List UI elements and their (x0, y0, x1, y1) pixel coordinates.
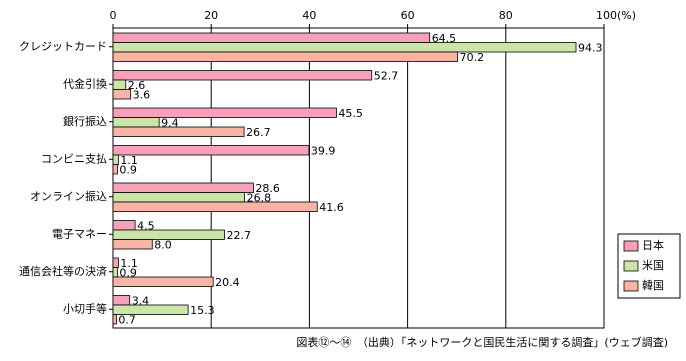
data-label: 20.4 (215, 276, 240, 289)
bar (112, 126, 245, 137)
legend-label: 韓国 (642, 279, 664, 292)
legend-swatch (623, 240, 639, 252)
data-label: 8.0 (154, 238, 172, 251)
y-tick-label: 通信会社等の決済 (19, 264, 107, 278)
y-tick-label: コンビニ支払 (41, 151, 107, 165)
source-note: 図表⑫～⑭ （出典）「ネットワークと国民生活に関する調査」(ウェブ調査) (296, 335, 668, 349)
legend-swatch (623, 260, 639, 272)
data-label: 3.4 (132, 294, 150, 307)
data-label: 28.6 (255, 182, 280, 195)
bar (112, 257, 119, 268)
y-tick-label: クレジットカード (19, 40, 107, 53)
legend-swatch (623, 280, 639, 292)
legend-label: 米国 (642, 259, 664, 272)
bar (112, 201, 318, 212)
bar (112, 314, 117, 325)
data-label: 4.5 (137, 219, 155, 232)
data-label: 9.4 (161, 116, 179, 129)
y-tick-label: 代金引換 (63, 76, 107, 90)
legend-label: 日本 (642, 238, 664, 252)
bar (112, 89, 132, 100)
x-tick-label: 40 (302, 9, 316, 22)
data-label: 70.2 (460, 51, 485, 64)
y-tick-label: 銀行振込 (63, 114, 107, 128)
bar (112, 51, 459, 62)
x-tick-label: 80 (499, 9, 513, 22)
bar (112, 276, 214, 287)
data-label: 45.5 (338, 107, 363, 120)
x-tick-label: 60 (401, 9, 415, 22)
bar (112, 192, 245, 203)
data-label: 94.3 (578, 41, 603, 54)
data-label: 1.1 (120, 154, 138, 167)
data-label: 39.9 (311, 144, 336, 157)
data-label: 22.7 (226, 229, 251, 242)
bar (112, 304, 189, 315)
bar (112, 32, 431, 43)
bar (112, 182, 254, 193)
bar (112, 145, 310, 156)
data-label: 0.9 (119, 163, 137, 176)
x-tick-label: 20 (204, 9, 218, 22)
y-tick-label: オンライン振込 (30, 189, 107, 203)
bar (112, 164, 118, 175)
bar (112, 154, 119, 165)
data-label: 41.6 (319, 201, 344, 214)
bar (112, 239, 153, 250)
bar (112, 229, 225, 240)
bar (112, 42, 577, 53)
y-tick-label: 小切手等 (63, 301, 107, 315)
y-tick-label: 電子マネー (52, 227, 107, 240)
data-label: 2.6 (128, 79, 145, 92)
bar (112, 107, 337, 118)
data-label: 52.7 (374, 69, 399, 82)
x-tick-label: 100(%) (596, 9, 636, 22)
bar (112, 117, 160, 128)
data-label: 3.6 (133, 88, 151, 101)
data-label: 26.7 (246, 126, 270, 139)
bar (112, 79, 127, 90)
data-label: 0.9 (119, 266, 137, 279)
data-label: 15.3 (190, 304, 215, 317)
x-tick-label: 0 (110, 9, 117, 22)
data-label: 0.7 (118, 313, 136, 326)
data-label: 26.8 (247, 191, 272, 204)
bar (112, 267, 118, 278)
data-label: 1.1 (120, 257, 138, 270)
bar (112, 295, 131, 306)
bar (112, 70, 373, 81)
data-label: 64.5 (432, 32, 457, 45)
bar (112, 220, 136, 231)
